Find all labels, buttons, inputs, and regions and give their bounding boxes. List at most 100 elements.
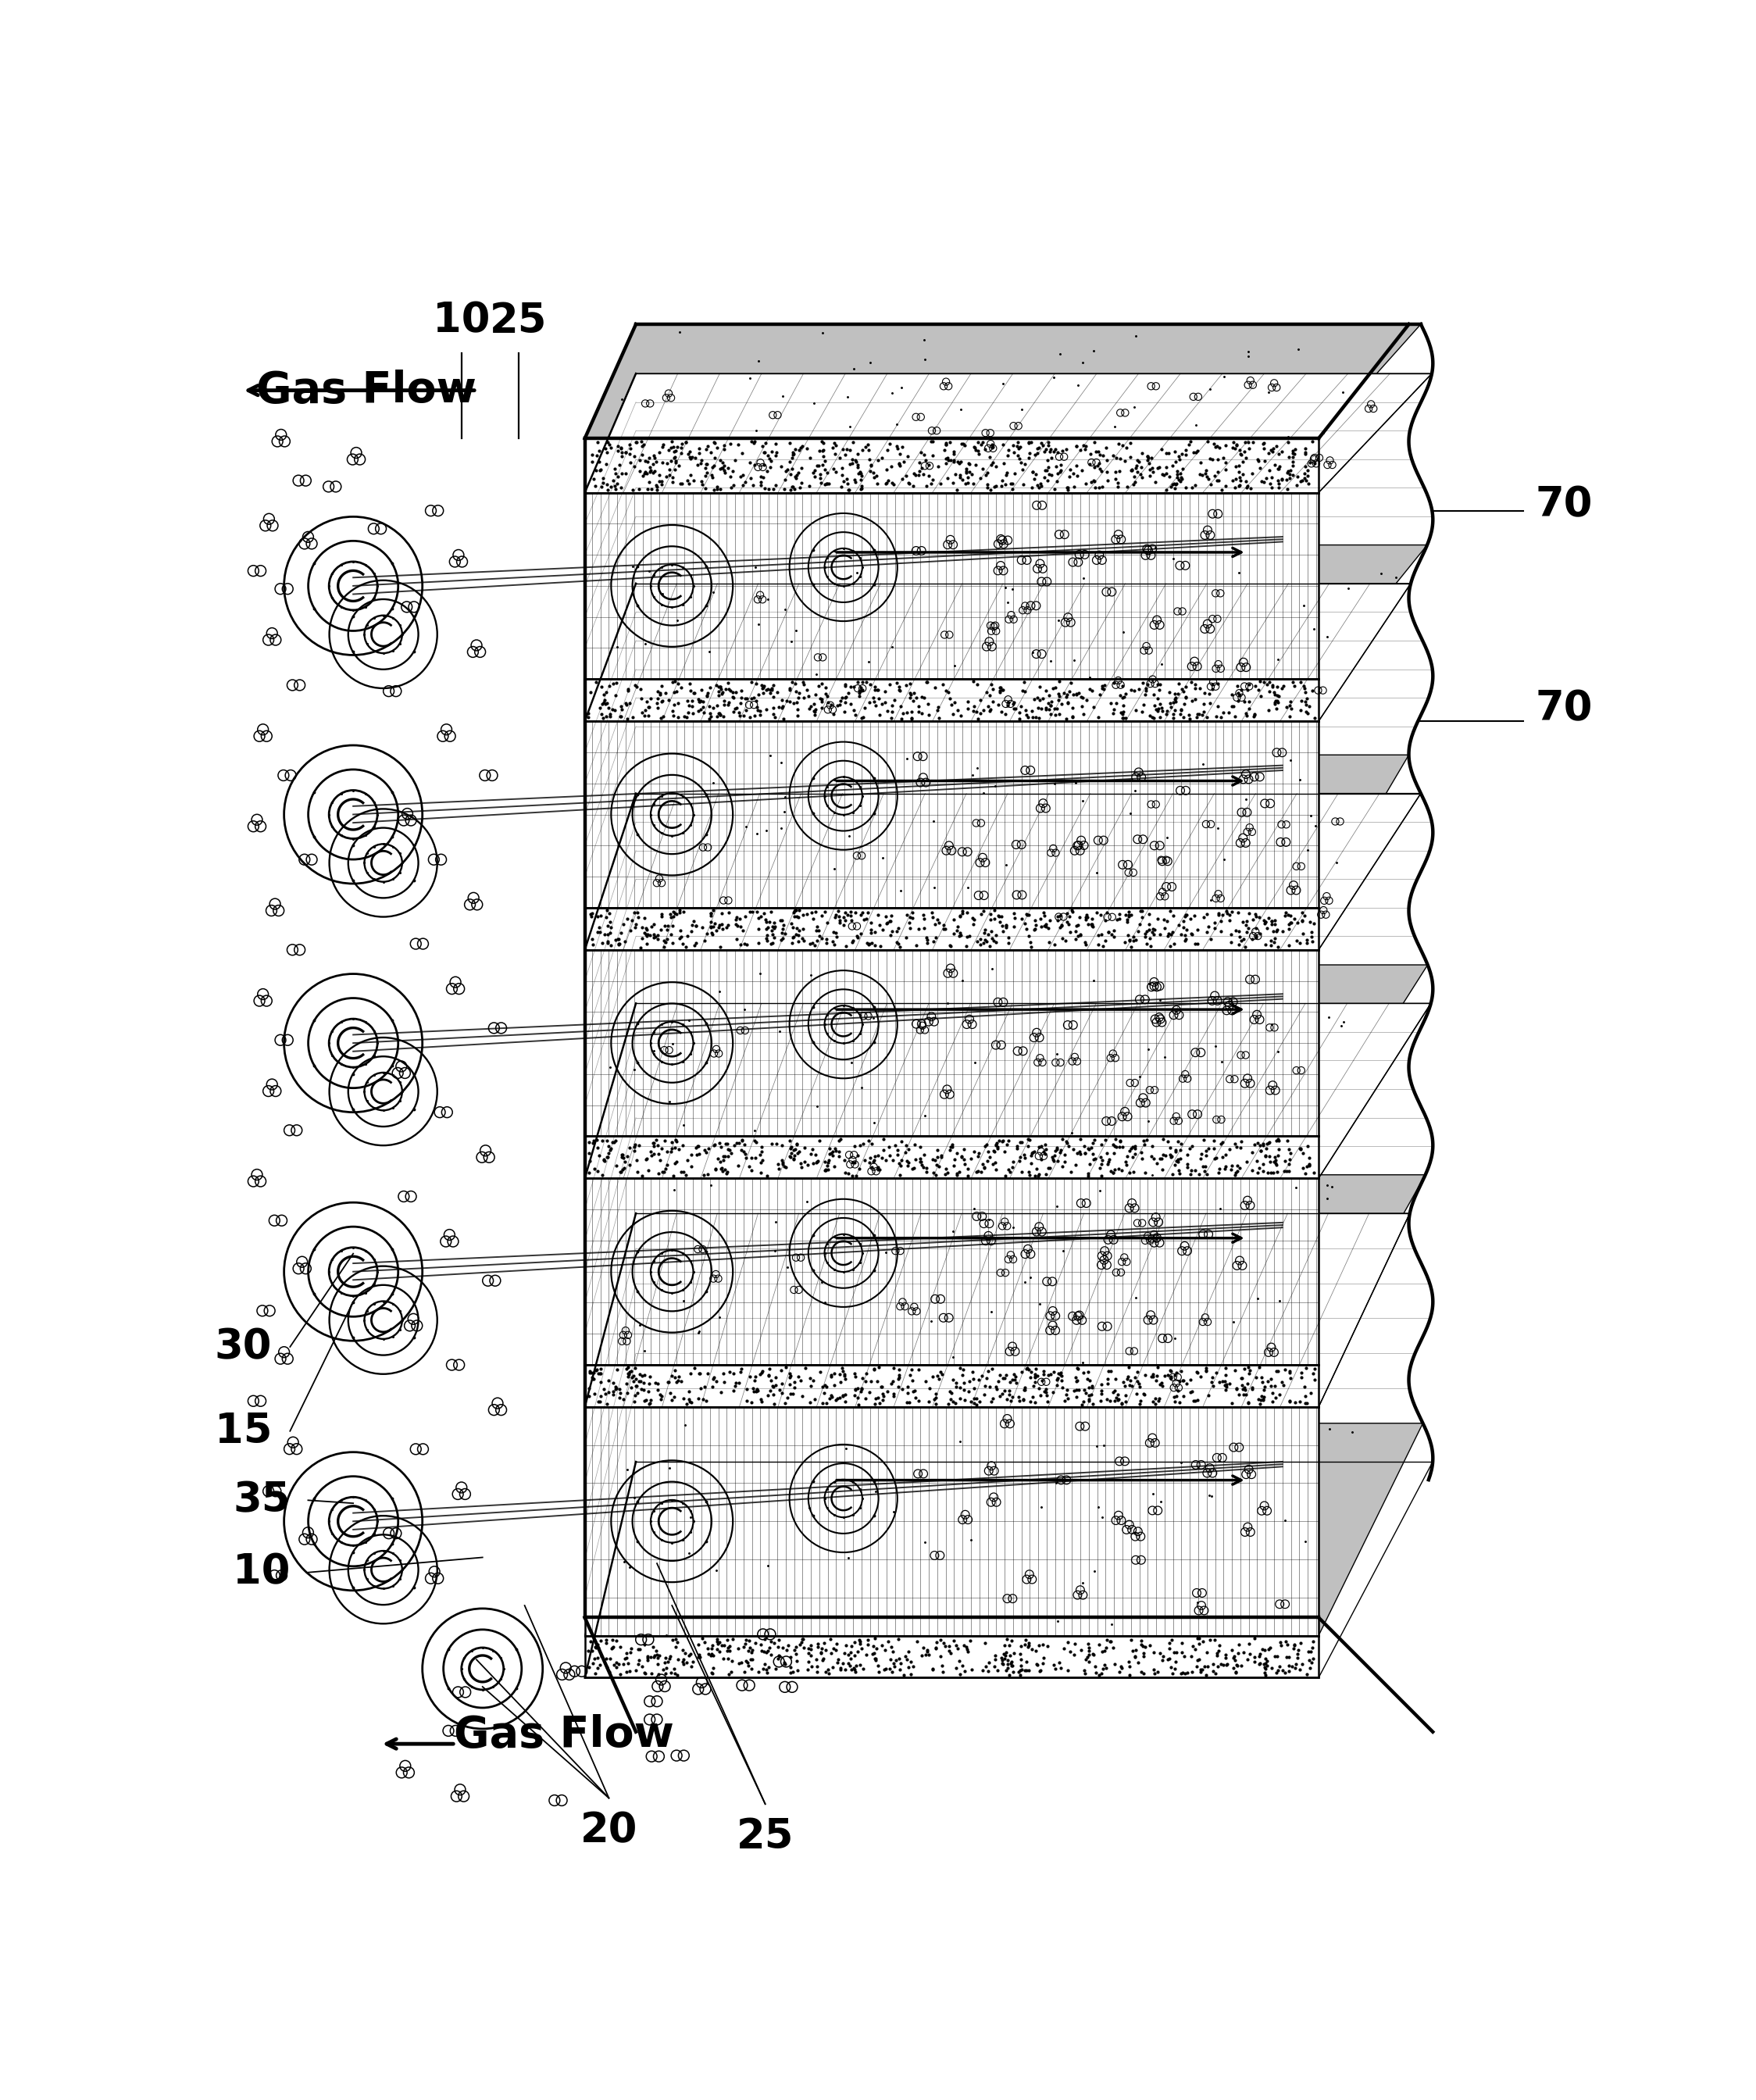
Point (1141, 466, 1169, 500)
Point (1247, 1134, 1275, 1168)
Point (592, 1642, 620, 1676)
Point (1147, 918, 1175, 951)
Point (1105, 1382, 1133, 1415)
Point (664, 1642, 692, 1676)
Point (723, 922, 752, 956)
Point (587, 1357, 615, 1390)
Point (708, 676, 736, 710)
Point (608, 916, 636, 949)
Point (992, 909, 1020, 943)
Point (616, 1149, 644, 1182)
Point (1105, 426, 1133, 460)
Point (616, 433, 644, 466)
Point (759, 672, 787, 706)
Point (989, 1378, 1017, 1411)
Point (1184, 1644, 1212, 1678)
Point (973, 1128, 1001, 1161)
Point (1098, 1354, 1126, 1388)
Point (825, 441, 853, 475)
Point (997, 1646, 1026, 1680)
Point (576, 1380, 604, 1413)
Point (699, 691, 727, 724)
Point (1066, 1136, 1094, 1170)
Point (1257, 1144, 1285, 1178)
Point (1178, 1373, 1206, 1407)
Point (1122, 451, 1150, 485)
Point (595, 670, 623, 704)
Point (695, 689, 723, 722)
Point (1256, 466, 1284, 500)
Point (1043, 903, 1071, 937)
Point (1071, 903, 1099, 937)
Point (910, 899, 938, 932)
Point (985, 674, 1013, 708)
Point (597, 928, 625, 962)
Point (910, 1138, 938, 1172)
Point (664, 1363, 692, 1397)
Point (901, 1128, 929, 1161)
Point (713, 1634, 741, 1667)
Point (774, 1382, 802, 1415)
Point (685, 1136, 713, 1170)
Point (653, 1644, 681, 1678)
Point (1280, 1628, 1308, 1661)
Point (634, 691, 662, 724)
Point (999, 1144, 1027, 1178)
Point (578, 445, 606, 479)
Point (867, 687, 896, 720)
Point (1254, 1126, 1282, 1159)
Point (1010, 468, 1038, 502)
Point (1177, 903, 1205, 937)
Point (1110, 689, 1138, 722)
Point (1075, 1382, 1103, 1415)
Point (1004, 695, 1033, 729)
Point (1062, 1363, 1090, 1397)
Point (1052, 1378, 1080, 1411)
Point (971, 1648, 999, 1682)
Point (678, 1651, 706, 1684)
Point (843, 451, 871, 485)
Point (1076, 1147, 1105, 1180)
Point (630, 1628, 658, 1661)
Point (806, 1124, 834, 1157)
Point (611, 435, 639, 468)
Point (746, 464, 774, 498)
Point (832, 1628, 860, 1661)
Point (1022, 1648, 1050, 1682)
Point (729, 699, 757, 733)
Point (745, 678, 773, 712)
Point (618, 1361, 646, 1394)
Point (954, 1376, 982, 1409)
Point (622, 1363, 650, 1397)
Point (1117, 426, 1145, 460)
Point (1162, 1354, 1191, 1388)
Point (1047, 911, 1075, 945)
Point (961, 1382, 989, 1415)
Point (695, 1638, 723, 1672)
Point (834, 1638, 862, 1672)
Point (989, 909, 1017, 943)
Point (1141, 1388, 1169, 1422)
Point (1062, 1149, 1090, 1182)
Point (599, 1623, 627, 1657)
Point (983, 1130, 1011, 1163)
Point (887, 674, 915, 708)
Point (1177, 424, 1205, 458)
Point (896, 676, 924, 710)
Point (1098, 918, 1126, 951)
Point (1241, 897, 1270, 930)
Point (1018, 693, 1047, 727)
Point (1038, 685, 1066, 718)
Point (1124, 914, 1152, 947)
Point (673, 1386, 701, 1420)
Point (997, 1363, 1026, 1397)
Point (820, 1149, 848, 1182)
Point (896, 911, 924, 945)
Point (896, 1359, 924, 1392)
Point (1291, 437, 1319, 470)
Point (1192, 1354, 1220, 1388)
Point (954, 685, 982, 718)
Point (685, 695, 713, 729)
Point (852, 430, 880, 464)
Point (643, 1640, 671, 1674)
